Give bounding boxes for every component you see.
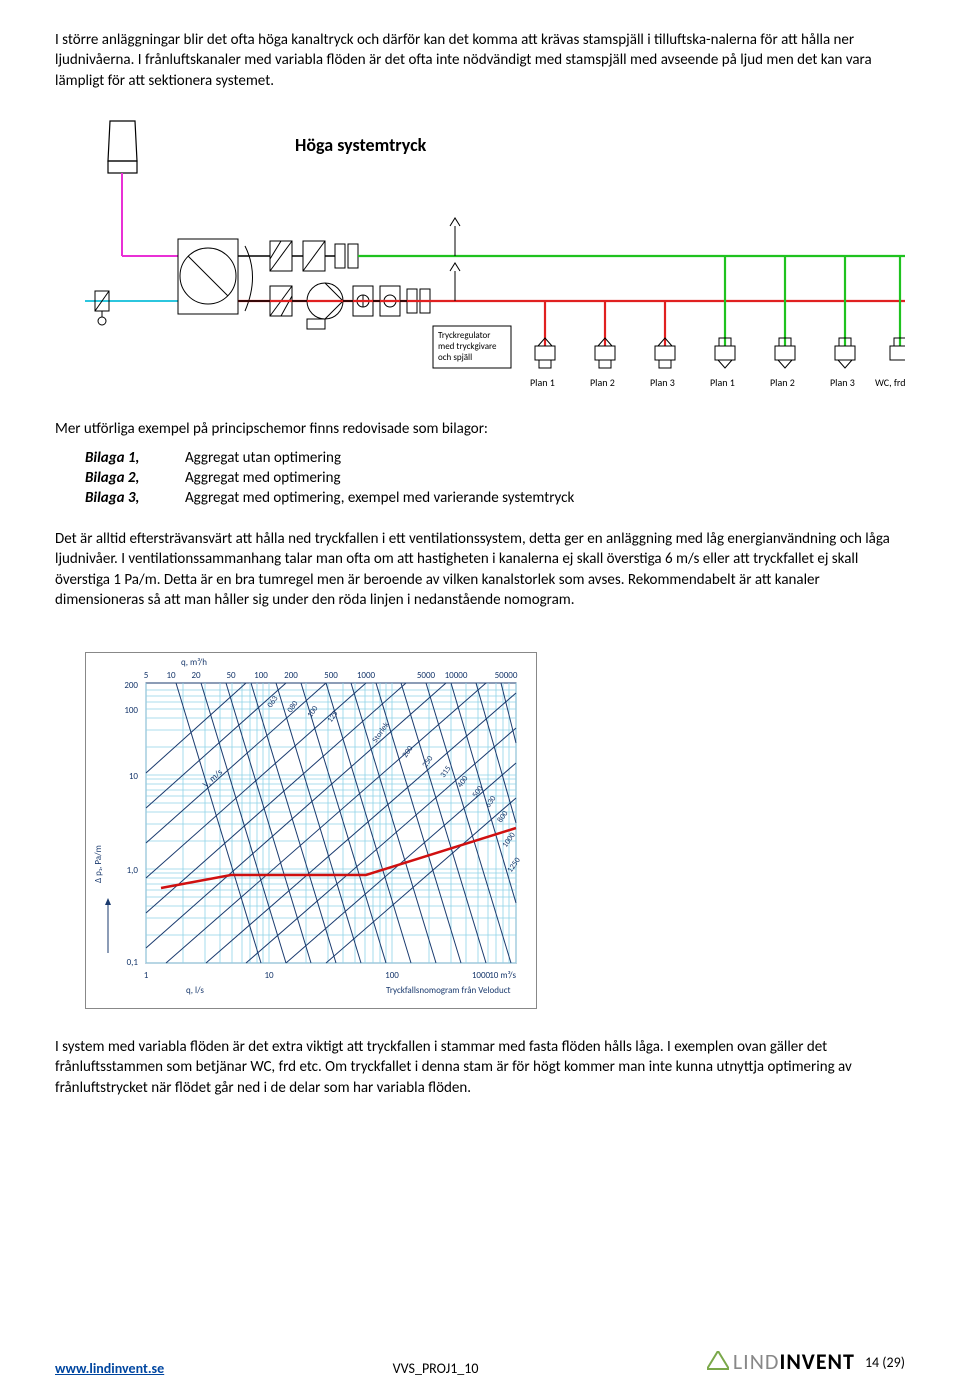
plan-label-4: Plan 2 <box>770 376 795 389</box>
plan-label-5: Plan 3 <box>830 376 855 389</box>
nb1: 10 <box>264 970 274 981</box>
bilaga-row-1: Bilaga 1, Aggregat utan optimering <box>85 449 905 467</box>
lindinvent-logo: LINDINVENT <box>707 1348 855 1377</box>
plan-label-6: WC, frd mm <box>875 376 905 389</box>
plan-label-3: Plan 1 <box>710 376 735 389</box>
nomo-xtop-label: q, m³/h <box>181 657 207 668</box>
footer-url[interactable]: www.lindinvent.se <box>55 1360 164 1377</box>
intro-paragraph-1: I större anläggningar blir det ofta höga… <box>55 30 905 91</box>
footer-doc-id: VVS_PROJ1_10 <box>393 1360 479 1377</box>
logo-text-bold: INVENT <box>779 1348 854 1375</box>
bilaga-desc-3: Aggregat med optimering, exempel med var… <box>185 489 574 507</box>
bilaga-row-3: Bilaga 3, Aggregat med optimering, exemp… <box>85 489 905 507</box>
plan-label-2: Plan 3 <box>650 376 675 389</box>
body-paragraph-3: I system med variabla flöden är det extr… <box>55 1037 905 1098</box>
nomo-caption: Tryckfallsnomogram från Veloduct <box>386 985 511 996</box>
nb2: 100 <box>385 970 399 981</box>
nt9: 10000 <box>445 670 468 681</box>
nb3: 1000 <box>472 970 491 981</box>
body-paragraph-2: Det är alltid eftersträvansvärt att håll… <box>55 529 905 610</box>
ny2: 10 <box>129 771 139 782</box>
nt5: 200 <box>284 670 298 681</box>
page-footer: www.lindinvent.se VVS_PROJ1_10 LINDINVEN… <box>55 1348 905 1377</box>
ny0: 200 <box>124 680 138 691</box>
system-schematic-diagram: Höga systemtryck <box>55 111 905 401</box>
regulator-label-3: och spjäll <box>438 352 472 363</box>
bilaga-desc-2: Aggregat med optimering <box>185 469 341 487</box>
regulator-label-2: med tryckgivare <box>438 341 497 352</box>
nt6: 500 <box>324 670 338 681</box>
nomo-xbot-label: q, l/s <box>186 985 204 996</box>
bilaga-label-3: Bilaga 3, <box>85 489 185 507</box>
pressure-drop-nomogram: q, m³/h 5 10 20 50 100 200 500 1000 5000… <box>85 652 537 1009</box>
nb0: 1 <box>144 970 149 981</box>
nt7: 1000 <box>357 670 376 681</box>
nomo-ylabel: Δ p₁, Pa/m <box>93 845 104 883</box>
diagram-title: Höga systemtryck <box>295 134 427 156</box>
bilaga-list: Bilaga 1, Aggregat utan optimering Bilag… <box>85 449 905 507</box>
bilaga-label-1: Bilaga 1, <box>85 449 185 467</box>
plan-label-1: Plan 2 <box>590 376 615 389</box>
nt0: 5 <box>144 670 149 681</box>
ny3: 1,0 <box>127 865 139 876</box>
nt1: 10 <box>166 670 176 681</box>
nt3: 50 <box>226 670 236 681</box>
bilaga-row-2: Bilaga 2, Aggregat med optimering <box>85 469 905 487</box>
bilaga-label-2: Bilaga 2, <box>85 469 185 487</box>
nt10: 50000 <box>495 670 518 681</box>
nt8: 5000 <box>417 670 436 681</box>
regulator-label-1: Tryckregulator <box>438 330 490 341</box>
logo-triangle-icon <box>707 1350 729 1377</box>
plan-label-0: Plan 1 <box>530 376 555 389</box>
nt2: 20 <box>191 670 201 681</box>
logo-text-thin: LIND <box>733 1348 780 1375</box>
bilaga-desc-1: Aggregat utan optimering <box>185 449 341 467</box>
nt4: 100 <box>254 670 268 681</box>
bilaga-intro: Mer utförliga exempel på principschemor … <box>55 419 905 439</box>
footer-page-number: 14 (29) <box>865 1354 905 1371</box>
ny1: 100 <box>124 705 138 716</box>
nb4: 10 m³/s <box>489 970 516 981</box>
ny4: 0,1 <box>127 957 139 968</box>
